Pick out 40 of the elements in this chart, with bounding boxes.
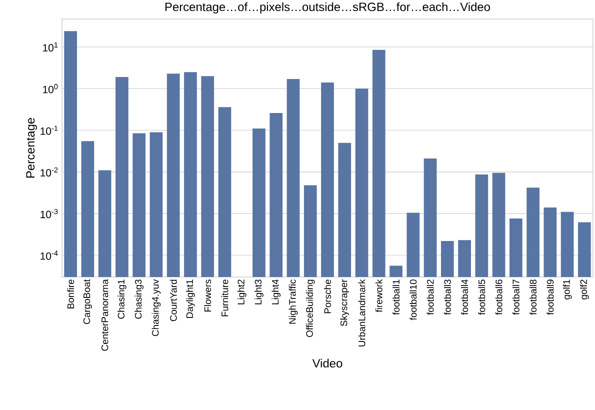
- x-tick-label: Chasing4.yuv: [152, 279, 161, 336]
- y-tick-label: 10$^{1}$: [43, 42, 58, 52]
- x-tick-label: football6: [495, 280, 502, 315]
- x-tick-label: UrbanLandmark: [358, 279, 366, 346]
- y-tick-label: 10$^{-2}$: [40, 167, 58, 177]
- x-tick-label: golf1: [562, 280, 572, 300]
- x-tick-label: football3: [444, 280, 451, 315]
- x-tick-label: football1: [392, 280, 400, 315]
- x-tick-label: Chasing1: [118, 280, 126, 319]
- x-tick-label: CourtYard: [170, 280, 177, 322]
- y-tick-label: 10$^{0}$: [43, 84, 58, 94]
- x-tick-label: football8: [530, 280, 537, 315]
- x-tick-label: football7: [512, 280, 520, 315]
- x-tick-label: Light2: [237, 280, 246, 304]
- x-tick-label: CenterPanorama: [101, 279, 108, 351]
- x-tick-label: Porsche: [324, 280, 331, 314]
- x-tick-label: Light3: [254, 280, 264, 304]
- x-axis-title: Video: [312, 358, 342, 368]
- x-tick-label: football9: [546, 280, 554, 315]
- x-tick-label: Bonfire: [67, 280, 74, 308]
- x-tick-label: CargoBoat: [83, 279, 92, 324]
- x-tick-label: football10: [410, 280, 417, 320]
- x-tick-label: Chasing3: [134, 280, 144, 319]
- y-tick-label: 10$^{-1}$: [40, 126, 58, 135]
- x-tick-label: football4: [461, 279, 468, 315]
- chart-title: Percentage…of…pixels…outside…sRGB…for…each…Video: [165, 2, 490, 14]
- x-tick-label: Furniture: [221, 280, 228, 316]
- x-tick-label: football2: [426, 280, 434, 315]
- x-tick-label: Skyscraper: [340, 279, 350, 326]
- x-tick-label: golf2: [580, 280, 589, 300]
- y-tick-label: 10$^{-3}$: [40, 208, 58, 218]
- x-tick-label: firework: [375, 279, 382, 312]
- y-tick-label: 10$^{-4}$: [40, 250, 58, 260]
- x-tick-label: football5: [478, 280, 486, 315]
- x-tick-label: OfficeBuilding: [306, 280, 315, 337]
- x-tick-label: Light4: [272, 279, 281, 304]
- x-tick-label: Flowers: [204, 280, 212, 312]
- x-tick-label: Daylight1: [186, 280, 195, 318]
- x-tick-label: NighTraffic: [288, 279, 298, 324]
- y-axis-title: Percentage: [26, 118, 37, 178]
